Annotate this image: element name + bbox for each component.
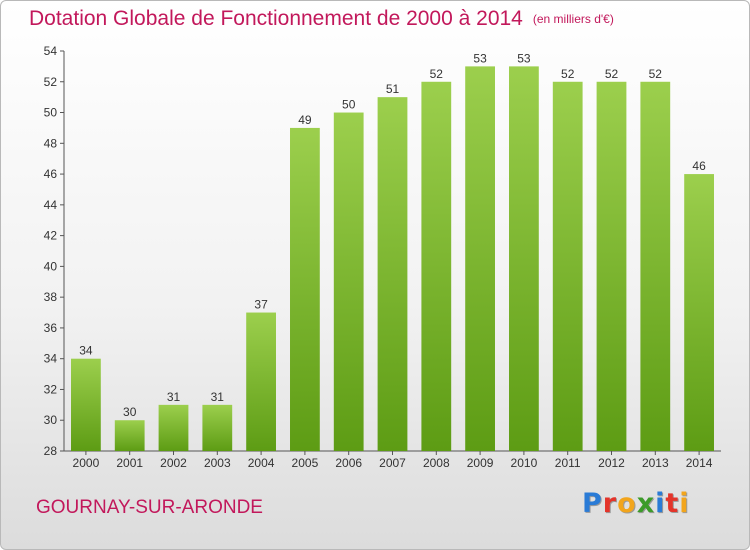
y-tick-label: 44 [44, 198, 58, 212]
logo-letter: i [679, 488, 690, 519]
y-tick-label: 48 [44, 136, 58, 150]
x-tick-label: 2010 [511, 456, 538, 470]
x-tick-label: 2000 [73, 456, 100, 470]
data-label: 50 [342, 98, 356, 112]
x-tick-label: 2008 [423, 456, 450, 470]
x-tick-label: 2009 [467, 456, 494, 470]
logo-letter: o [617, 488, 637, 519]
chart-title-text: Dotation Globale de Fonctionnement de 20… [29, 7, 523, 30]
x-tick-label: 2011 [555, 456, 581, 470]
y-tick-label: 36 [44, 321, 58, 335]
bar [684, 174, 714, 452]
y-tick-label: 38 [44, 290, 58, 304]
y-tick-label: 46 [44, 167, 58, 181]
bar [290, 127, 320, 451]
bar [596, 81, 627, 452]
bar [552, 81, 583, 452]
x-tick-label: 2006 [335, 456, 362, 470]
logo-letter: r [602, 488, 618, 519]
data-label: 53 [517, 51, 531, 65]
chart-title: Dotation Globale de Fonctionnement de 20… [29, 7, 614, 31]
data-label: 49 [298, 113, 312, 127]
y-tick-label: 32 [44, 382, 58, 396]
bar [421, 81, 452, 452]
y-tick-label: 50 [44, 106, 58, 120]
data-label: 51 [386, 82, 400, 96]
chart-labels: 2000 34 2001 30 2002 31 2003 31 2004 37 2005 49 2006… [73, 51, 713, 470]
bar [333, 112, 364, 452]
bar [465, 66, 495, 451]
bar [158, 404, 189, 451]
bar [202, 404, 233, 451]
y-tick-label: 30 [44, 413, 58, 427]
data-label: 30 [123, 405, 137, 419]
logo-letter: x [636, 488, 656, 519]
bar [114, 420, 145, 451]
proxiti-logo: Proxiti [582, 488, 690, 519]
x-tick-label: 2013 [642, 456, 669, 470]
bar [640, 81, 671, 452]
x-tick-label: 2002 [160, 456, 187, 470]
y-tick-label: 42 [44, 229, 58, 243]
x-tick-label: 2012 [598, 456, 625, 470]
city-name: GOURNAY-SUR-ARONDE [36, 497, 263, 518]
bar [246, 312, 276, 451]
x-tick-label: 2004 [248, 456, 275, 470]
data-label: 52 [430, 67, 444, 81]
x-tick-label: 2005 [292, 456, 319, 470]
logo-letter: t [665, 488, 680, 519]
data-label: 31 [211, 390, 225, 404]
data-label: 52 [649, 67, 663, 81]
x-tick-label: 2003 [204, 456, 231, 470]
y-tick-label: 34 [44, 352, 58, 366]
data-label: 31 [167, 390, 181, 404]
x-tick-label: 2014 [686, 456, 713, 470]
chart-bars [71, 66, 714, 452]
data-label: 37 [254, 298, 268, 312]
y-tick-label: 52 [44, 75, 58, 89]
logo-letter: P [582, 488, 603, 519]
y-tick-label: 54 [44, 44, 58, 58]
data-label: 52 [561, 67, 575, 81]
bar [71, 358, 101, 451]
x-tick-label: 2001 [116, 456, 143, 470]
data-label: 53 [473, 51, 487, 65]
bar [377, 97, 408, 452]
data-label: 34 [79, 344, 93, 358]
y-tick-label: 40 [44, 259, 58, 273]
logo-letter: i [655, 488, 666, 519]
chart-subtitle: (en milliers d'€) [532, 12, 614, 26]
x-tick-label: 2007 [379, 456, 406, 470]
data-label: 46 [692, 159, 706, 173]
bar-chart: 28 30 32 34 36 38 40 42 44 46 48 50 52 54 2000 34 2001 3… [44, 44, 721, 470]
data-label: 52 [605, 67, 619, 81]
y-tick-label: 28 [44, 444, 58, 458]
bar [509, 66, 539, 451]
